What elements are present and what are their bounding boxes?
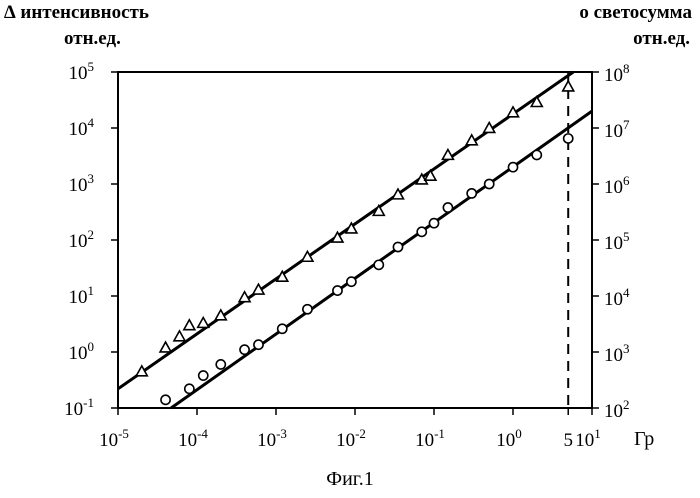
y-right-tick-label: 103 — [604, 341, 630, 366]
plot-frame — [118, 72, 592, 408]
x-tick-label: 10-1 — [415, 426, 445, 451]
circle-point — [417, 227, 426, 236]
tick-labels: 10-510-410-310-210-1100510110-1100101102… — [64, 59, 630, 451]
x-tick-label: 10-4 — [178, 426, 208, 451]
circle-point — [393, 242, 402, 251]
data-markers — [136, 81, 573, 404]
figure-caption: Фиг.1 — [0, 468, 700, 491]
circle-point — [240, 345, 249, 354]
y-right-tick-label: 104 — [604, 285, 630, 310]
circle-point — [278, 324, 287, 333]
triangle-fit-line — [118, 72, 573, 389]
circle-point — [374, 260, 383, 269]
x-tick-label: 10-5 — [99, 426, 129, 451]
circle-point — [161, 395, 170, 404]
circle-point — [216, 360, 225, 369]
axis-ticks — [111, 72, 599, 415]
x-tick-label: 100 — [496, 426, 522, 451]
x-tick-label: 10-2 — [336, 426, 366, 451]
y-left-tick-label: 102 — [69, 227, 95, 252]
y-right-tick-label: 107 — [604, 117, 630, 142]
x-tick-label: 101 — [575, 426, 601, 451]
circle-point — [333, 286, 342, 295]
triangle-point — [442, 149, 453, 159]
y-left-tick-label: 101 — [69, 283, 95, 308]
circle-point — [347, 277, 356, 286]
circle-point — [254, 340, 263, 349]
triangle-point — [198, 317, 209, 327]
circle-point — [429, 219, 438, 228]
x-tick-label: 10-3 — [257, 426, 287, 451]
y-right-tick-label: 108 — [604, 61, 630, 86]
circle-point — [564, 134, 573, 143]
fit-lines — [118, 72, 592, 408]
triangle-point — [160, 342, 171, 352]
triangle-point — [174, 331, 185, 341]
circle-point — [303, 305, 312, 314]
y-left-tick-label: 104 — [69, 115, 95, 140]
y-right-tick-label: 106 — [604, 173, 630, 198]
y-left-tick-label: 103 — [69, 171, 95, 196]
triangle-point — [563, 81, 574, 91]
circle-point — [443, 203, 452, 212]
circle-point — [532, 150, 541, 159]
y-left-tick-label: 105 — [69, 59, 95, 84]
circle-point — [485, 179, 494, 188]
y-right-tick-label: 105 — [604, 229, 630, 254]
x-tick-label: 5 — [563, 430, 573, 451]
circle-point — [467, 189, 476, 198]
x-axis-unit-label: Гр — [634, 428, 654, 451]
triangle-point — [184, 320, 195, 330]
y-left-tick-label: 100 — [69, 339, 95, 364]
y-right-tick-label: 102 — [604, 397, 630, 422]
circle-point — [185, 384, 194, 393]
circle-point — [508, 163, 517, 172]
circle-fit-line — [171, 111, 592, 408]
y-left-tick-label: 10-1 — [64, 395, 94, 420]
circle-point — [199, 371, 208, 380]
